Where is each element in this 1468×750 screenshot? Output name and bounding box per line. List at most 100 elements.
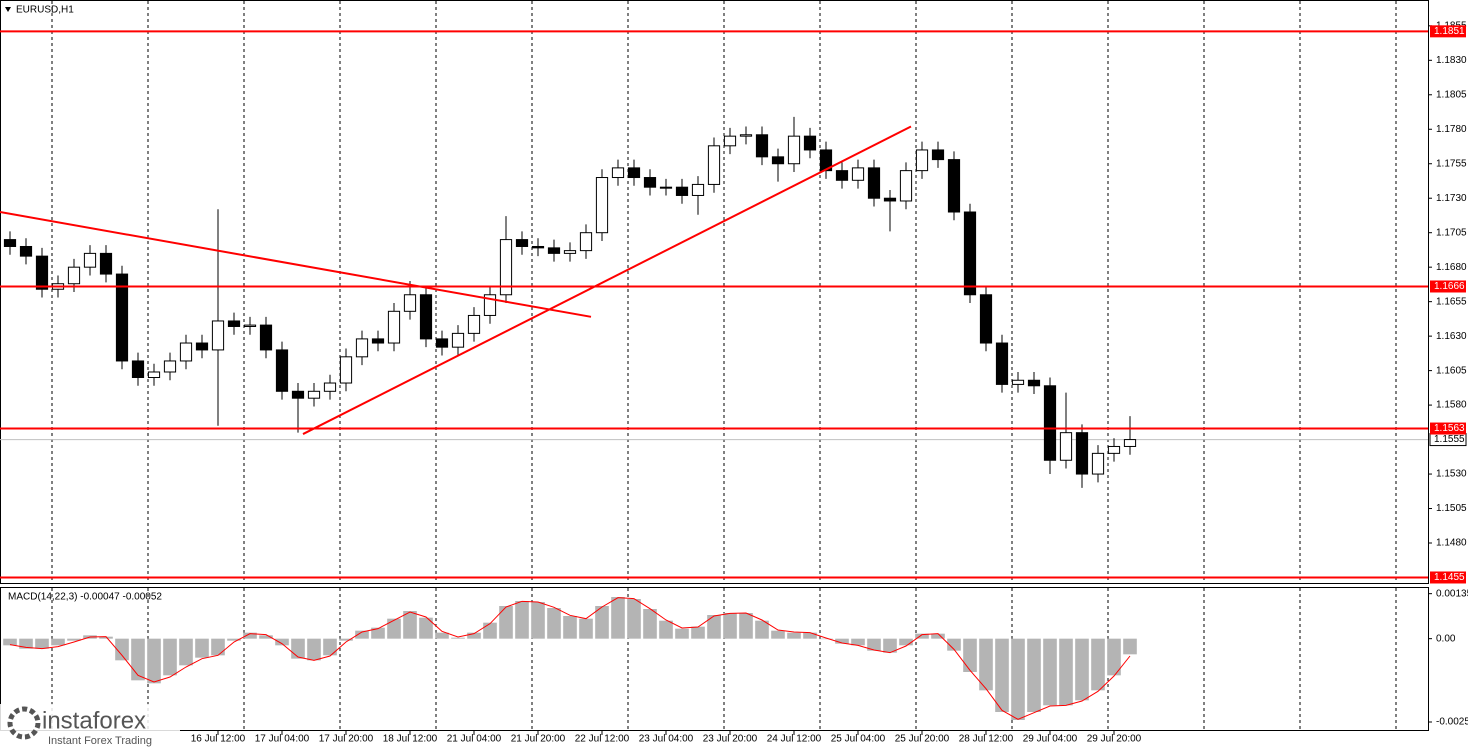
- x-tick-label: 17 Jul 04:00: [255, 734, 310, 745]
- macd-bar: [1091, 638, 1105, 691]
- macd-bar: [771, 630, 785, 639]
- menu-arrow[interactable]: [5, 7, 11, 12]
- macd-bar: [115, 638, 129, 661]
- macd-bar: [595, 606, 609, 639]
- candle-body: [723, 135, 737, 147]
- y-tick-label: 1.1805: [1436, 89, 1467, 100]
- macd-bar: [19, 638, 33, 649]
- macd-bar: [947, 638, 961, 651]
- candle-body: [1123, 439, 1137, 447]
- x-tick-label: 22 Jul 12:00: [575, 734, 630, 745]
- x-tick-label: 29 Jul 04:00: [1023, 734, 1078, 745]
- macd-bar: [739, 613, 753, 639]
- macd-bar: [211, 638, 225, 656]
- candle-body: [915, 149, 929, 172]
- candle-body: [19, 245, 33, 257]
- macd-bar: [691, 626, 705, 639]
- macd-bar: [1011, 638, 1025, 720]
- x-tick-label: 21 Jul 04:00: [447, 734, 502, 745]
- y-tick-label: -0.0025: [1436, 717, 1468, 728]
- y-tick-label: 1.1505: [1436, 503, 1467, 514]
- candle-body: [595, 177, 609, 234]
- x-tick-label: 23 Jul 20:00: [703, 734, 758, 745]
- level-label: 1.1851: [1434, 26, 1465, 37]
- macd-bar: [483, 622, 497, 639]
- x-tick-label: 17 Jul 20:00: [319, 734, 374, 745]
- candle-body: [99, 252, 113, 275]
- watermark-tagline: Instant Forex Trading: [48, 735, 152, 747]
- macd-bar: [579, 618, 593, 639]
- candle-body: [611, 167, 625, 179]
- candle-body: [691, 183, 705, 196]
- macd-bar: [99, 636, 113, 639]
- level-label: 1.1563: [1434, 423, 1465, 434]
- candle-body: [387, 310, 401, 344]
- macd-bar: [1043, 638, 1057, 706]
- candle-body: [1027, 379, 1041, 387]
- candle-body: [867, 167, 881, 199]
- macd-bar: [307, 638, 321, 661]
- candle-body: [467, 314, 481, 334]
- trendline: [0, 211, 592, 318]
- y-tick-label: 1.1630: [1436, 331, 1467, 342]
- candle-body: [995, 342, 1009, 385]
- macd-bar: [163, 638, 177, 676]
- candle-body: [643, 177, 657, 188]
- y-tick-label: 1.1680: [1436, 262, 1467, 273]
- x-tick-label: 28 Jul 12:00: [959, 734, 1014, 745]
- macd-bar: [787, 632, 801, 639]
- candle-body: [227, 320, 241, 327]
- candle-body: [803, 135, 817, 151]
- candle-body: [1059, 432, 1073, 461]
- candle-body: [163, 360, 177, 373]
- macd-bar: [1107, 638, 1121, 676]
- y-tick-label: 1.1780: [1436, 124, 1467, 135]
- candle-body: [483, 294, 497, 316]
- macd-bar: [899, 638, 913, 646]
- macd-bar: [35, 638, 49, 649]
- current-price-label: 1.1555: [1434, 434, 1465, 445]
- macd-bar: [179, 638, 193, 666]
- candle-body: [451, 332, 465, 348]
- macd-bar: [723, 613, 737, 639]
- y-tick-label: 1.1730: [1436, 193, 1467, 204]
- trendline: [302, 125, 912, 435]
- candle-body: [243, 324, 257, 327]
- macd-bar: [851, 638, 865, 646]
- macd-bar: [707, 615, 721, 639]
- candle-body: [67, 266, 81, 285]
- macd-bar: [515, 601, 529, 639]
- candle-body: [179, 342, 193, 362]
- candle-body: [35, 255, 49, 290]
- candle-body: [499, 239, 513, 296]
- level-box: [1430, 571, 1466, 584]
- candle-body: [819, 149, 833, 172]
- candle-body: [659, 186, 673, 189]
- macd-bar: [755, 620, 769, 639]
- chart-title: EURUSD,H1: [16, 5, 74, 16]
- y-tick-label: 1.1580: [1436, 400, 1467, 411]
- y-tick-label: 1.1705: [1436, 227, 1467, 238]
- macd-bar: [547, 608, 561, 639]
- macd-bar: [611, 597, 625, 639]
- candle-body: [771, 156, 785, 165]
- macd-bar: [403, 611, 417, 639]
- candle-body: [323, 382, 337, 392]
- y-tick-label: 1.1755: [1436, 158, 1467, 169]
- macd-bar: [995, 638, 1009, 712]
- macd-bar: [451, 637, 465, 639]
- candle-body: [515, 239, 529, 247]
- candle-body: [419, 294, 433, 340]
- candle-body: [259, 324, 273, 351]
- candle-body: [131, 360, 145, 379]
- candle-body: [339, 356, 353, 384]
- macd-bar: [1123, 638, 1137, 655]
- y-tick-label: 1.1655: [1436, 296, 1467, 307]
- watermark: instaforex Instant Forex Trading: [0, 704, 180, 750]
- macd-bar: [499, 606, 513, 639]
- candle-body: [403, 294, 417, 312]
- y-tick-label: 1.1830: [1436, 55, 1467, 66]
- candle-body: [851, 167, 865, 181]
- candle-body: [947, 159, 961, 213]
- macd-bar: [819, 638, 833, 640]
